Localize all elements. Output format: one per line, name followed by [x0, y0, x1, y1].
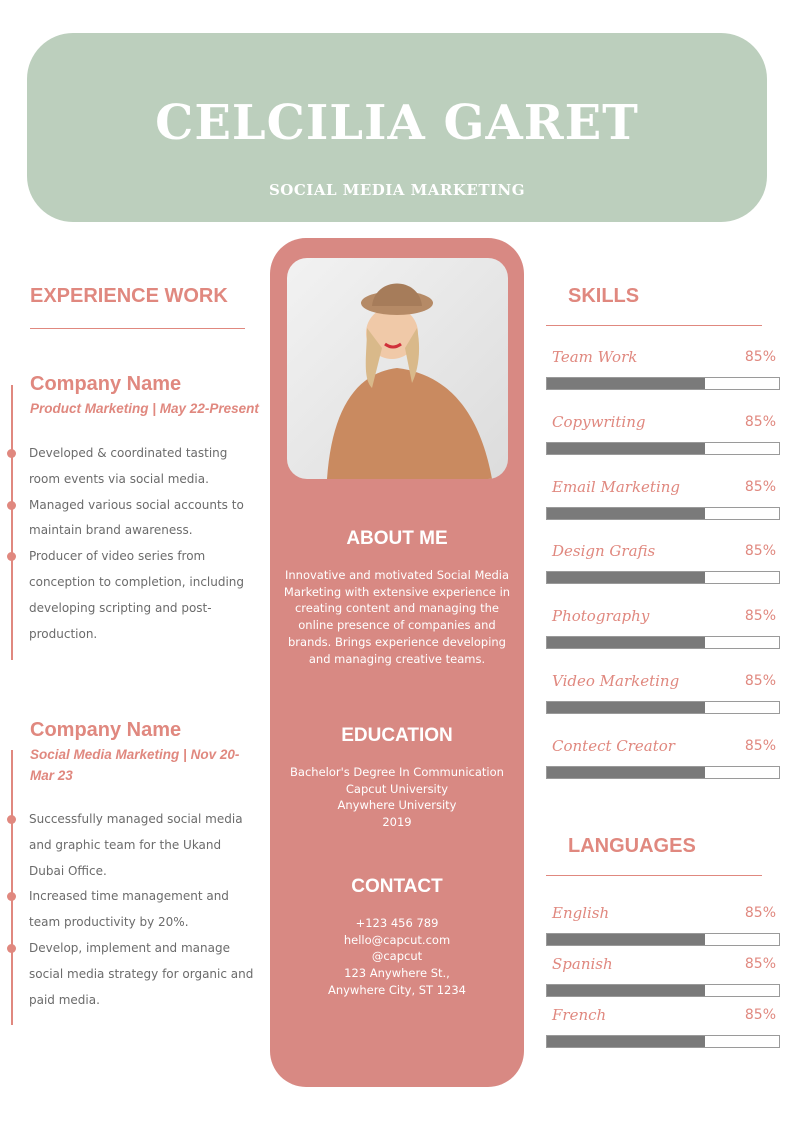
skill-level-fill	[547, 572, 705, 584]
contact-phone: +123 456 789	[355, 916, 439, 930]
bullet-text: Developed & coordinated tasting room eve…	[29, 446, 228, 486]
bullet-item: Increased time management and team produ…	[7, 884, 259, 936]
language-percent: 85%	[744, 956, 776, 972]
bullet-item: Managed various social accounts to maint…	[7, 493, 259, 545]
profile-photo	[287, 258, 508, 479]
skill-percent: 85%	[744, 737, 776, 754]
education-details: Bachelor's Degree In Communication Capcu…	[280, 764, 514, 831]
education-location: Anywhere University	[337, 798, 457, 813]
skill-level-fill	[547, 442, 705, 454]
language-percent: 85%	[744, 905, 776, 921]
contact-address: 123 Anywhere St.,	[344, 966, 450, 981]
contact-title: CONTACT	[351, 876, 443, 897]
skill-label: Video Marketing	[552, 672, 680, 690]
skill-level-bar	[546, 765, 780, 779]
bullet-dot-icon	[7, 892, 16, 902]
skill-level-fill	[547, 637, 705, 649]
languages-divider	[546, 875, 762, 876]
language-level-bar	[546, 1035, 780, 1048]
bullet-item: Develop, implement and manage social med…	[7, 936, 259, 1013]
language-level-fill	[547, 985, 705, 996]
bullet-text: Producer of video series from conception…	[29, 549, 245, 641]
bullet-item: Producer of video series from conception…	[7, 544, 259, 647]
job-bullets: Developed & coordinated tasting room eve…	[7, 441, 259, 647]
bullet-item: Developed & coordinated tasting room eve…	[7, 441, 259, 493]
profile-panel: ABOUT ME Innovative and motivated Social…	[270, 238, 524, 1087]
bullet-dot-icon	[7, 943, 16, 953]
timeline-line	[11, 750, 13, 1025]
contact-details: +123 456 789 hello@capcut.com @capcut 12…	[280, 915, 514, 999]
about-text: Innovative and motivated Social Media Ma…	[283, 568, 511, 666]
skill-percent: 85%	[744, 543, 776, 560]
skill-label: Email Marketing	[552, 477, 681, 496]
skill-label: Copywriting	[552, 412, 646, 431]
language-label: French	[552, 1006, 607, 1024]
job-role: Product Marketing | May 22-Present	[30, 401, 259, 416]
skill-level-bar	[546, 441, 780, 455]
candidate-name: CELCILIA GARET	[155, 95, 639, 151]
language-level-fill	[547, 934, 705, 945]
bullet-text: Successfully managed social media and gr…	[29, 812, 243, 878]
education-school: Capcut University	[345, 781, 449, 796]
skill-level-fill	[547, 766, 705, 778]
education-degree: Bachelor's Degree In Communication	[290, 765, 504, 779]
skill-level-bar	[546, 571, 780, 585]
job-bullets: Successfully managed social media and gr…	[7, 807, 259, 1013]
education-title: EDUCATION	[341, 725, 453, 746]
languages-title: LANGUAGES	[568, 835, 696, 857]
skill-label: Contect Creator	[552, 736, 675, 755]
skill-percent: 85%	[744, 608, 776, 625]
timeline-line	[11, 385, 13, 660]
bullet-dot-icon	[7, 449, 16, 458]
job-role: Social Media Marketing | Nov 20-Mar 23	[30, 747, 240, 783]
bullet-text: Develop, implement and manage social med…	[29, 940, 254, 1007]
language-label: English	[552, 904, 610, 922]
skill-percent: 85%	[744, 673, 776, 689]
job-title: SOCIAL MEDIA MARKETING	[268, 181, 526, 199]
skill-label: Photography	[552, 607, 650, 626]
experience-title: EXPERIENCE WORK	[30, 285, 228, 307]
skills-title: SKILLS	[568, 285, 640, 307]
contact-social: @capcut	[371, 949, 423, 964]
experience-divider	[30, 328, 245, 329]
education-year: 2019	[382, 815, 412, 830]
skill-percent: 85%	[744, 349, 776, 365]
language-level-bar	[546, 933, 780, 946]
skill-level-bar	[546, 636, 780, 650]
contact-city: Anywhere City, ST 1234	[327, 982, 467, 997]
about-title: ABOUT ME	[346, 528, 448, 549]
skill-level-bar	[546, 506, 780, 520]
skill-percent: 85%	[744, 413, 776, 430]
company-name: Company Name	[30, 719, 182, 741]
skill-level-bar	[546, 701, 780, 714]
person-photo-icon	[327, 283, 492, 479]
bullet-dot-icon	[7, 552, 16, 562]
language-label: Spanish	[552, 955, 613, 973]
bullet-dot-icon	[7, 815, 16, 824]
skill-label: Team Work	[552, 348, 638, 366]
bullet-item: Successfully managed social media and gr…	[7, 807, 259, 884]
skill-level-fill	[547, 702, 705, 713]
skills-divider	[546, 325, 762, 326]
skill-percent: 85%	[744, 478, 776, 495]
bullet-text: Increased time management and team produ…	[29, 889, 229, 930]
skill-level-fill	[547, 378, 705, 389]
company-name: Company Name	[30, 373, 182, 395]
skill-level-bar	[546, 377, 780, 390]
skill-label: Design Grafis	[552, 542, 656, 561]
header-banner: CELCILIA GARET SOCIAL MEDIA MARKETING	[27, 33, 767, 222]
language-level-bar	[546, 984, 780, 997]
bullet-text: Managed various social accounts to maint…	[29, 497, 244, 538]
contact-email[interactable]: hello@capcut.com	[343, 932, 451, 947]
language-percent: 85%	[744, 1007, 776, 1023]
skill-level-fill	[547, 507, 705, 519]
language-level-fill	[547, 1036, 705, 1047]
bullet-dot-icon	[7, 500, 16, 510]
